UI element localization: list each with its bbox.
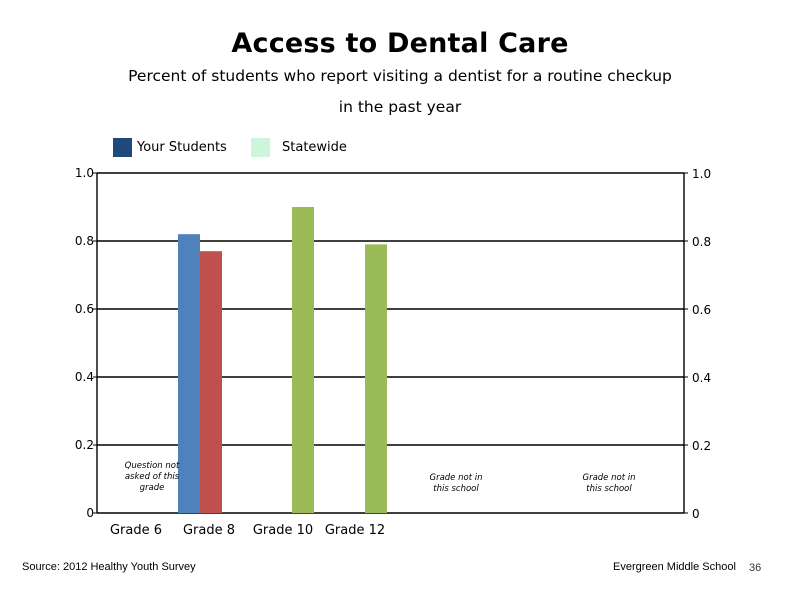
y-tick-label-right: 0.2 xyxy=(692,439,711,453)
y-tick-label-right: 0.8 xyxy=(692,235,711,249)
legend-item-statewide: Statewide xyxy=(251,137,347,157)
x-category-label: Grade 8 xyxy=(183,523,235,538)
y-tick-label-left: 0.2 xyxy=(75,438,94,452)
y-tick-label-left: 0 xyxy=(86,506,94,520)
annotation-text: this school xyxy=(586,484,632,494)
annotation-text: grade xyxy=(140,483,165,493)
annotation-text: Question not xyxy=(125,461,180,471)
legend-label-your-students: Your Students xyxy=(137,139,227,155)
bar-your-students-grade-8 xyxy=(178,234,200,513)
source-note: Source: 2012 Healthy Youth Survey xyxy=(22,561,196,573)
annotation-text: asked of this xyxy=(125,472,180,482)
y-tick-label-left: 0.8 xyxy=(75,234,94,248)
y-tick-label-right: 0 xyxy=(692,507,700,521)
bar-statewide-grade-8 xyxy=(200,251,222,513)
y-tick-label-right: 1.0 xyxy=(692,167,711,181)
x-category-label: Grade 6 xyxy=(110,523,162,538)
page-number: 36 xyxy=(749,562,762,574)
chart-subtitle-line2: in the past year xyxy=(338,98,462,116)
y-tick-label-left: 1.0 xyxy=(75,166,94,180)
x-category-label: Grade 10 xyxy=(253,523,313,538)
chart-title: Access to Dental Care xyxy=(231,28,569,59)
annotation-text: this school xyxy=(433,484,479,494)
bar-statewide-grade-12 xyxy=(365,244,387,513)
y-tick-label-right: 0.4 xyxy=(692,371,711,385)
y-tick-label-left: 0.4 xyxy=(75,370,94,384)
school-name: Evergreen Middle School xyxy=(613,561,736,573)
bar-statewide-grade-10 xyxy=(292,207,314,513)
annotation-text: Grade not in xyxy=(430,473,483,483)
legend-swatch-your-students xyxy=(113,137,132,157)
legend-item-your-students: Your Students xyxy=(113,137,227,157)
legend-swatch-statewide xyxy=(251,137,270,157)
y-tick-label-right: 0.6 xyxy=(692,303,711,317)
legend-label-statewide: Statewide xyxy=(282,139,347,155)
annotation-text: Grade not in xyxy=(583,473,636,483)
y-tick-label-left: 0.6 xyxy=(75,302,94,316)
x-category-label: Grade 12 xyxy=(325,523,385,538)
chart-subtitle-line1: Percent of students who report visiting … xyxy=(128,67,672,85)
